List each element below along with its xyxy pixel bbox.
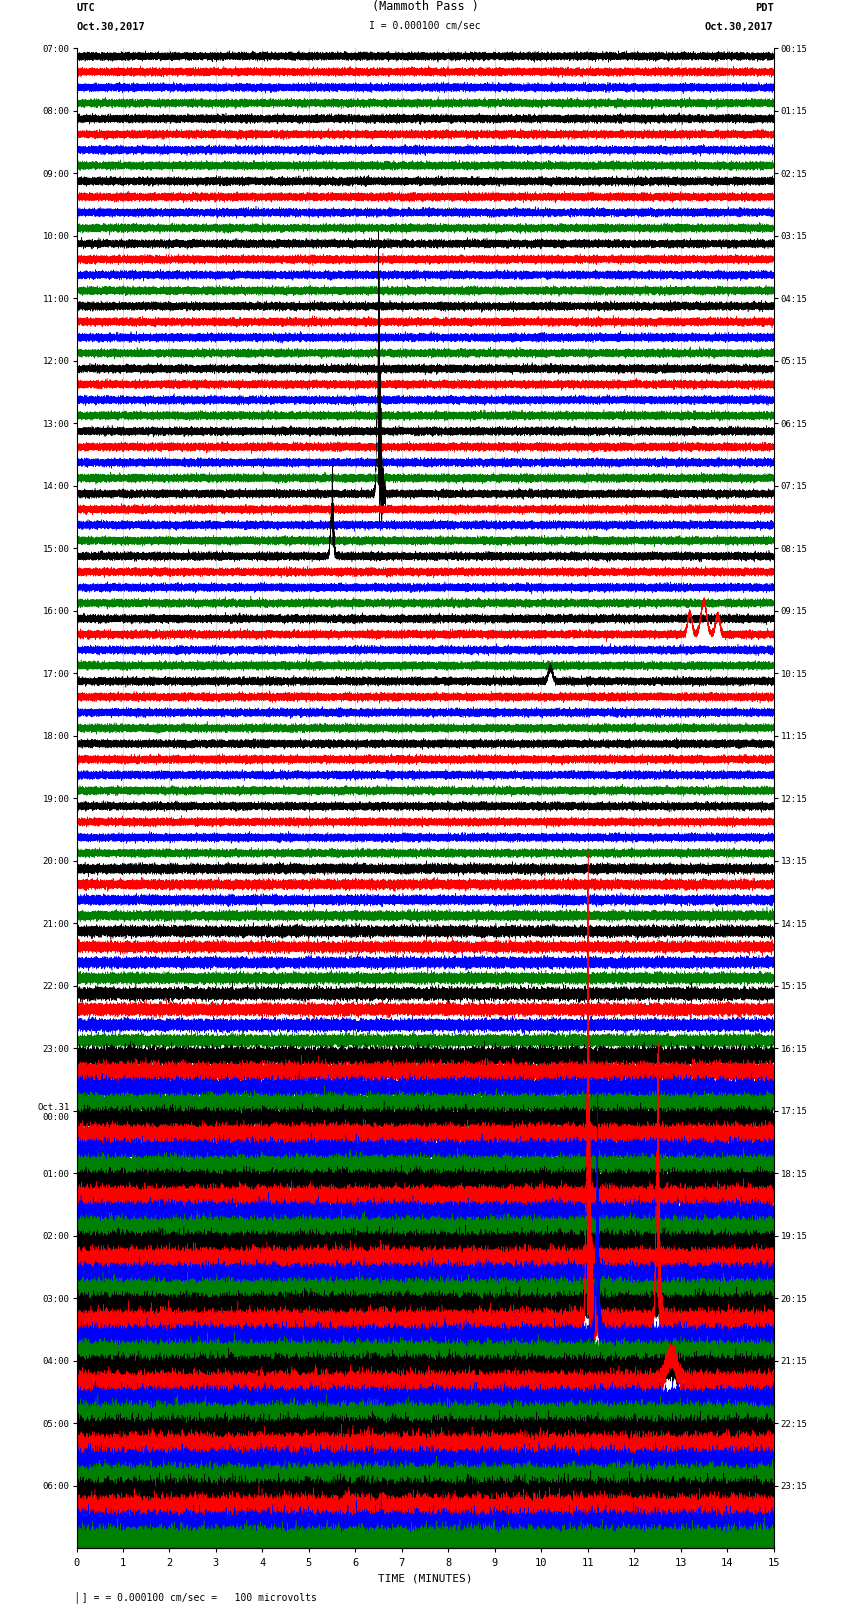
Text: Oct.30,2017: Oct.30,2017	[76, 23, 145, 32]
Text: Oct.30,2017: Oct.30,2017	[705, 23, 774, 32]
Text: ▏] = = 0.000100 cm/sec =   100 microvolts: ▏] = = 0.000100 cm/sec = 100 microvolts	[76, 1592, 317, 1603]
Text: I = 0.000100 cm/sec: I = 0.000100 cm/sec	[369, 21, 481, 31]
X-axis label: TIME (MINUTES): TIME (MINUTES)	[377, 1573, 473, 1582]
Text: PDT: PDT	[755, 3, 774, 13]
Text: UTC: UTC	[76, 3, 95, 13]
Text: (Mammoth Pass ): (Mammoth Pass )	[371, 0, 479, 13]
